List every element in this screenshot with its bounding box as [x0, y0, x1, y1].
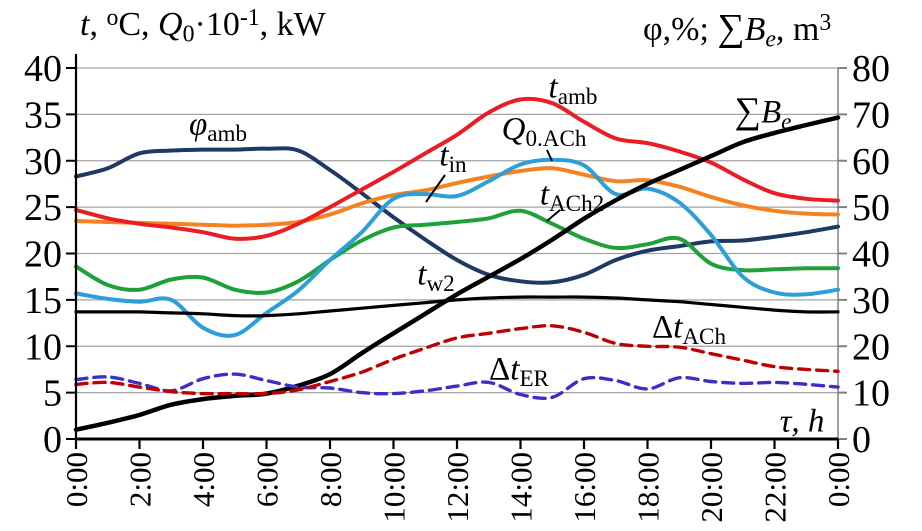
- x-tick-label: 22:00: [758, 452, 793, 523]
- series-t_w2: [74, 295, 840, 318]
- x-tick-label: 8:00: [313, 452, 348, 507]
- x-tick-label: 10:00: [377, 452, 412, 523]
- x-tick-label: 12:00: [440, 452, 475, 523]
- left-tick-label: 5: [43, 373, 62, 415]
- label-t-ach2-leader-line: [546, 209, 561, 222]
- left-tick-label: 0: [43, 419, 62, 461]
- series-t_in: [74, 166, 840, 228]
- x-tick-label: 18:00: [631, 452, 666, 523]
- right-tick-label: 80: [852, 48, 890, 90]
- right-tick-label: 10: [852, 373, 890, 415]
- left-tick-label: 15: [24, 280, 62, 322]
- series-t_amb: [74, 96, 840, 241]
- x-tick-label: 16:00: [567, 452, 602, 523]
- x-tick-label: 14:00: [504, 452, 539, 523]
- right-tick-label: 50: [852, 187, 890, 229]
- series-sum_Be: [73, 115, 841, 432]
- right-tick-label: 30: [852, 280, 890, 322]
- label-t-in-leader-line: [425, 174, 446, 203]
- right-tick-label: 70: [852, 94, 890, 136]
- x-tick-label: 0:00: [821, 452, 856, 507]
- x-tick-label: 6:00: [250, 452, 285, 507]
- left-tick-label: 10: [24, 326, 62, 368]
- left-tick-label: 35: [24, 94, 62, 136]
- left-tick-label: 30: [24, 141, 62, 183]
- left-tick-label: 20: [24, 234, 62, 276]
- series-phi_amb: [74, 146, 840, 285]
- left-tick-label: 40: [24, 48, 62, 90]
- right-tick-label: 40: [852, 234, 890, 276]
- x-tick-label: 2:00: [123, 452, 158, 507]
- series-dt_ER: [74, 372, 840, 401]
- x-tick-label: 4:00: [186, 452, 221, 507]
- right-tick-label: 60: [852, 141, 890, 183]
- right-tick-label: 0: [852, 419, 871, 461]
- x-tick-label: 0:00: [59, 452, 94, 507]
- series-Q0_ACh: [74, 157, 840, 338]
- series-t_ACh2: [74, 208, 840, 295]
- x-tick-label: 20:00: [694, 452, 729, 523]
- series-dt_ACh: [74, 323, 840, 396]
- right-tick-label: 20: [852, 326, 890, 368]
- label-q0-ach-leader-line: [546, 149, 553, 162]
- left-tick-label: 25: [24, 187, 62, 229]
